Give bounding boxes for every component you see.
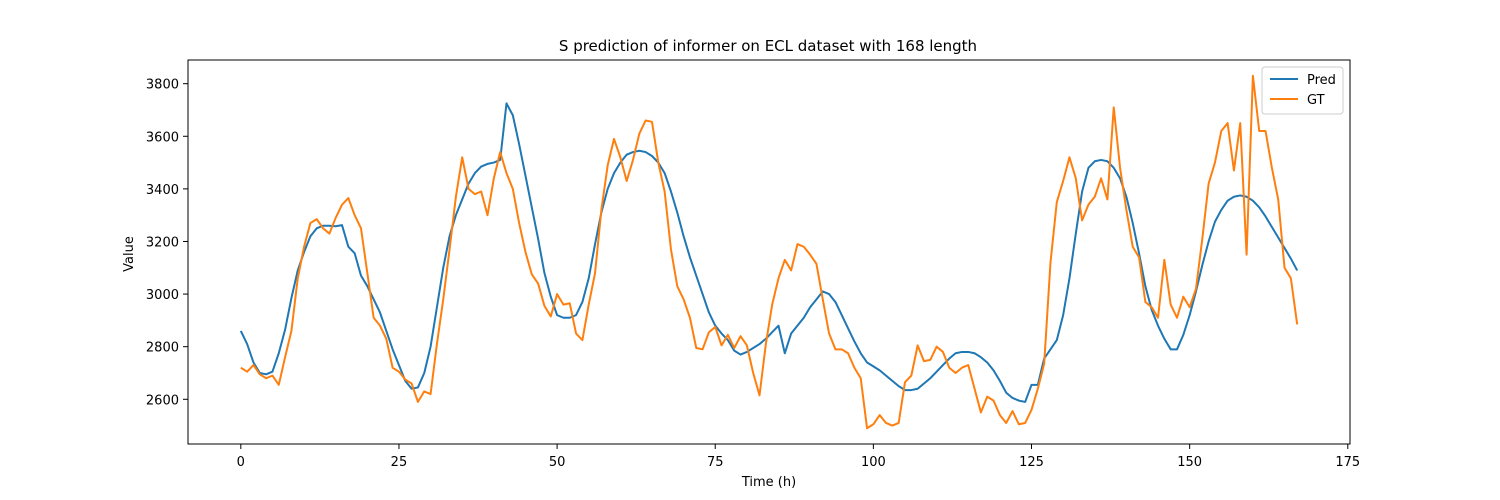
x-tick-label: 175 [1335, 455, 1360, 470]
y-tick-label: 2600 [146, 393, 179, 408]
x-axis-label: Time (h) [741, 475, 796, 490]
y-tick-label: 3600 [146, 130, 179, 145]
y-tick-label: 2800 [146, 341, 179, 356]
x-tick-label: 125 [1019, 455, 1044, 470]
chart-title: S prediction of informer on ECL dataset … [559, 37, 977, 55]
x-tick-label: 50 [549, 455, 566, 470]
series-line-gt [240, 74, 1299, 430]
legend-label-gt: GT [1307, 93, 1325, 108]
legend-label-pred: Pred [1307, 73, 1336, 88]
x-tick-label: 25 [391, 455, 408, 470]
y-axis-label: Value [122, 236, 137, 272]
y-tick-label: 3400 [146, 183, 179, 198]
y-tick-label: 3200 [146, 235, 179, 250]
y-tick-label: 3000 [146, 288, 179, 303]
x-tick-label: 150 [1177, 455, 1202, 470]
legend: Pred GT [1261, 66, 1344, 115]
series-lines [239, 74, 1299, 430]
x-tick-label: 75 [707, 455, 724, 470]
x-tick-label: 0 [237, 455, 245, 470]
x-axis: 0 25 50 75 100 125 150 175 [237, 444, 1360, 470]
series-line-pred [239, 102, 1299, 403]
x-tick-label: 100 [861, 455, 886, 470]
y-tick-label: 3800 [146, 78, 179, 93]
y-axis: 2600 2800 3000 3200 3400 3600 3800 [146, 78, 188, 408]
plot-frame [187, 59, 1351, 445]
